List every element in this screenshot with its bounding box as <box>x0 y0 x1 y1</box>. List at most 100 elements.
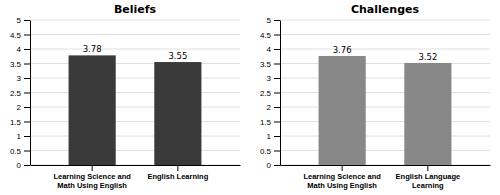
tick-mark <box>274 136 280 137</box>
tick-label: 0 <box>267 161 272 170</box>
bar <box>154 62 201 165</box>
tick-mark <box>274 64 280 65</box>
tick-mark <box>24 78 30 79</box>
data-label: 3.55 <box>168 51 187 61</box>
tick: 2 <box>267 103 280 112</box>
tick-label-line: Math Using English <box>57 181 127 190</box>
tick-mark <box>24 35 30 36</box>
data-label: 3.52 <box>418 52 437 62</box>
grid-line <box>280 49 490 50</box>
tick-mark <box>274 49 280 50</box>
tick-label-line: Learning <box>412 181 444 190</box>
grid-line <box>30 150 240 151</box>
tick-mark <box>24 49 30 50</box>
tick-mark <box>24 165 30 166</box>
grid-line <box>30 165 240 166</box>
tick-label: 5 <box>267 16 272 25</box>
tick: English Learning <box>147 165 208 181</box>
tick-label: 2 <box>267 103 272 112</box>
tick-label: 5 <box>17 16 22 25</box>
tick-label: 1 <box>267 132 272 141</box>
tick: 3.5 <box>10 60 30 69</box>
tick: 0.5 <box>260 147 280 156</box>
tick-mark <box>274 78 280 79</box>
data-labels: 3.78 3.55 <box>83 44 188 61</box>
bars <box>319 56 452 165</box>
title: Beliefs <box>114 3 157 16</box>
tick-label: 3.5 <box>260 60 272 69</box>
tick: Learning Science andMath Using English <box>53 165 131 190</box>
bar <box>319 56 366 165</box>
x-axis: Learning Science andMath Using English En… <box>281 165 491 190</box>
bars <box>69 55 202 165</box>
tick-mark <box>24 136 30 137</box>
grid-line <box>280 92 490 93</box>
tick-label-line: English Learning <box>147 172 208 181</box>
tick: 4.5 <box>10 31 30 40</box>
tick: 5 <box>17 16 30 25</box>
tick: 0.5 <box>10 147 30 156</box>
tick-label: Learning Science andMath Using English <box>53 172 131 190</box>
tick-mark <box>177 165 178 171</box>
tick-label: 4.5 <box>260 31 272 40</box>
data-label: 3.78 <box>83 44 102 54</box>
tick-mark <box>24 20 30 21</box>
tick-label: 1 <box>17 132 22 141</box>
axis-line <box>31 165 241 166</box>
tick-label: 3 <box>17 74 22 83</box>
tick-label: English LanguageLearning <box>396 172 461 190</box>
tick: 1.5 <box>260 118 280 127</box>
tick: 3 <box>17 74 30 83</box>
tick-mark <box>274 93 280 94</box>
bar <box>404 63 451 165</box>
grid-line <box>280 165 490 166</box>
tick-label: 3.5 <box>10 60 22 69</box>
panel: 0 0.5 1 1.5 2 2.5 3 3.5 4 4.5 5 Learning Science an… <box>260 3 491 190</box>
grid-line <box>30 121 240 122</box>
tick: 4 <box>17 45 30 54</box>
tick: 1 <box>17 132 30 141</box>
title: Challenges <box>351 3 419 16</box>
axis-line <box>280 21 281 166</box>
x-axis: Learning Science andMath Using English En… <box>31 165 241 190</box>
tick-mark <box>342 165 343 171</box>
tick-mark <box>274 122 280 123</box>
tick-label: 2.5 <box>10 89 22 98</box>
grid-line <box>280 34 490 35</box>
tick-mark <box>274 165 280 166</box>
axis-line <box>30 21 31 166</box>
tick-label: 2.5 <box>260 89 272 98</box>
tick-label: Learning Science andMath Using English <box>303 172 381 190</box>
tick: 2.5 <box>260 89 280 98</box>
y-axis: 0 0.5 1 1.5 2 2.5 3 3.5 4 4.5 5 <box>260 16 281 170</box>
tick: 3 <box>267 74 280 83</box>
tick: 2.5 <box>10 89 30 98</box>
grid-line <box>280 78 490 79</box>
tick-mark <box>92 165 93 171</box>
tick-mark <box>24 107 30 108</box>
tick-label: 0.5 <box>10 147 22 156</box>
tick: 2 <box>17 103 30 112</box>
axis-line <box>281 165 491 166</box>
grid-line <box>30 49 240 50</box>
tick-label: 1.5 <box>10 118 22 127</box>
panel: 00.511.522.533.544.55Learning Science an… <box>10 3 241 190</box>
grid-line <box>30 63 240 64</box>
grid-line <box>280 20 490 21</box>
tick-label: 0.5 <box>260 147 272 156</box>
tick: 5 <box>267 16 280 25</box>
tick-label: 1.5 <box>260 118 272 127</box>
tick: 4.5 <box>260 31 280 40</box>
grid-line <box>30 136 240 137</box>
tick-label: 4.5 <box>10 31 22 40</box>
grid-line <box>30 107 240 108</box>
tick-label: 4 <box>267 45 272 54</box>
tick-mark <box>24 64 30 65</box>
tick: English LanguageLearning <box>396 165 461 190</box>
tick-mark <box>24 122 30 123</box>
tick-label: 4 <box>17 45 22 54</box>
tick: 1.5 <box>10 118 30 127</box>
grid-line <box>30 78 240 79</box>
tick: 4 <box>267 45 280 54</box>
tick-mark <box>24 151 30 152</box>
